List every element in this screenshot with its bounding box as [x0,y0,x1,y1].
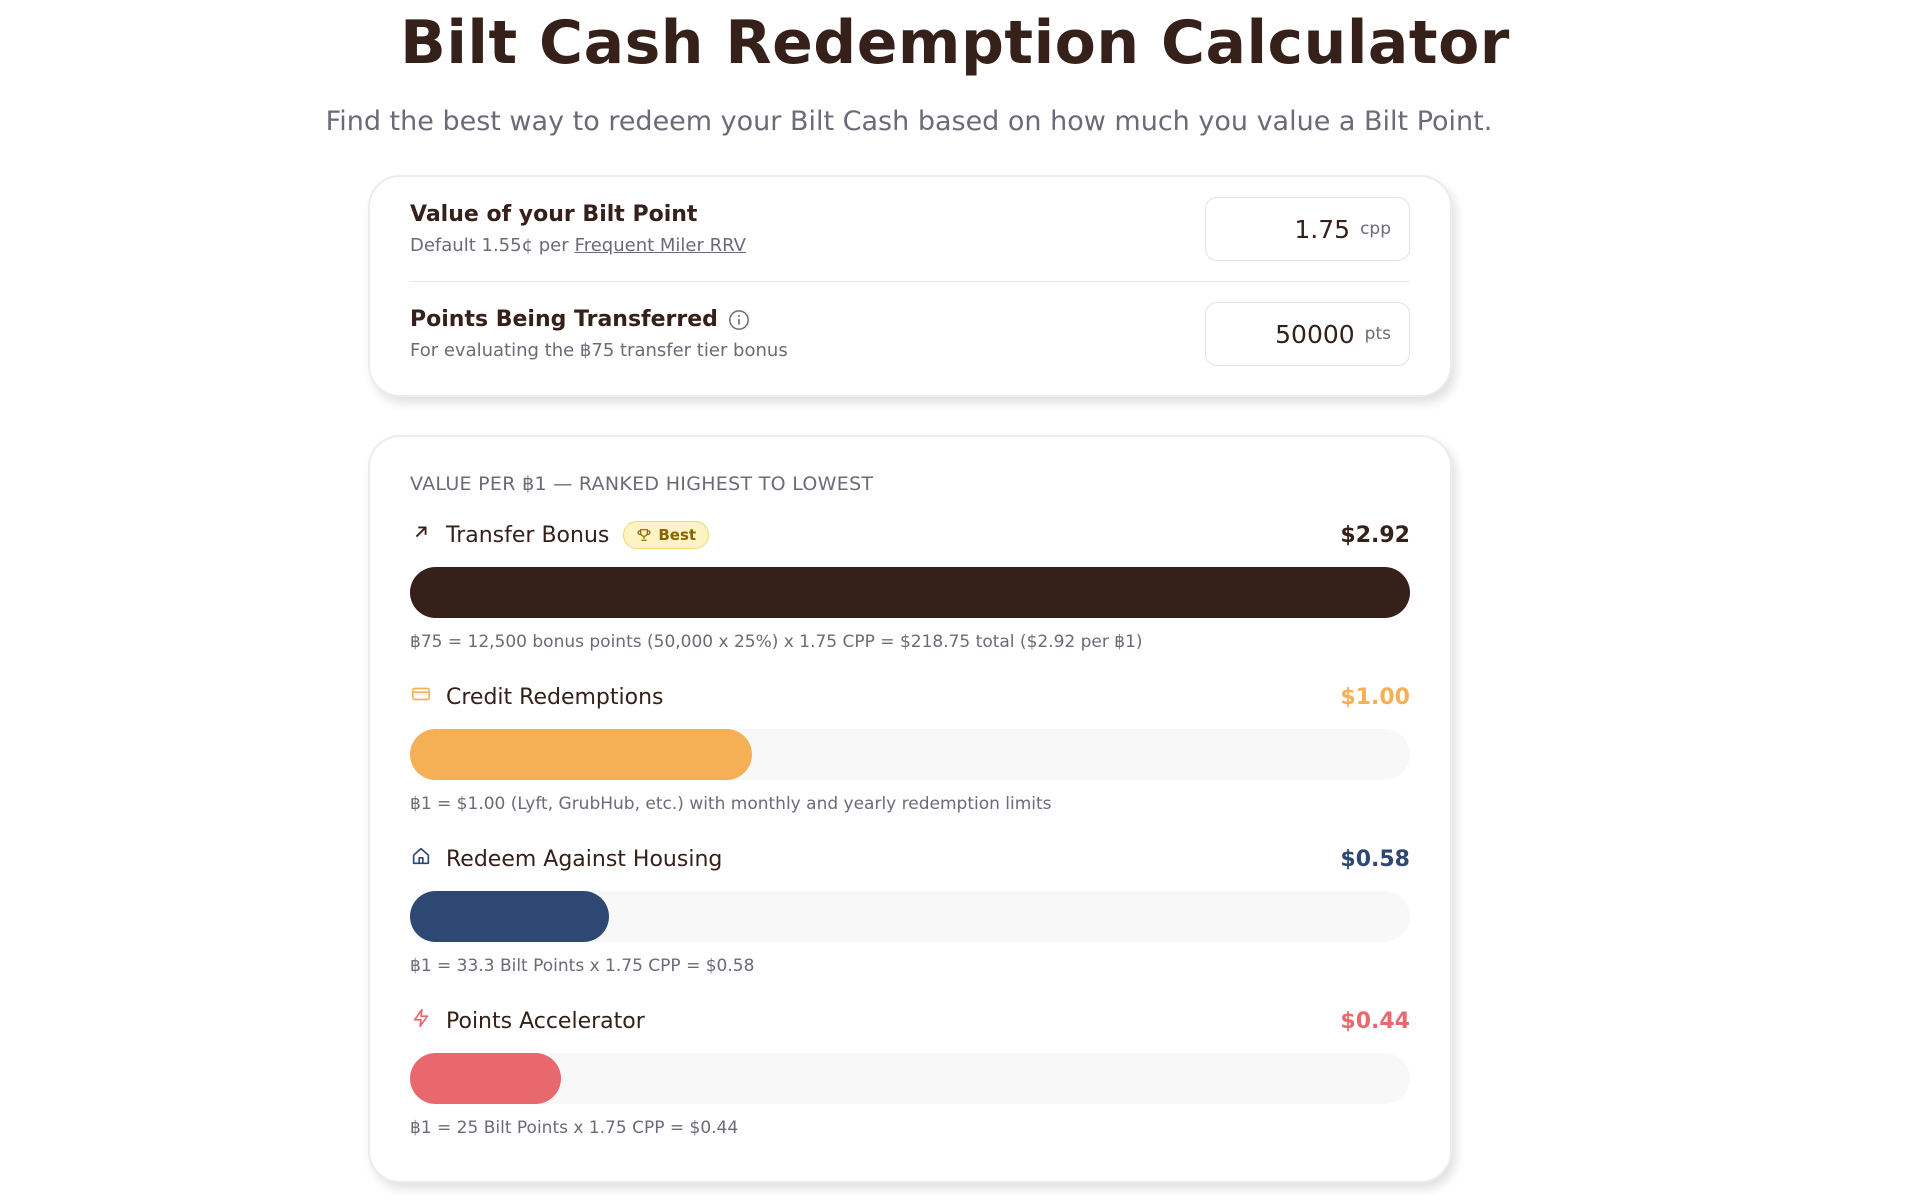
result-item: Redeem Against Housing $0.58 ฿1 = 33.3 Bil… [410,841,1410,1003]
input-row: Points Being Transferred For evaluating … [410,281,1410,386]
item-icon [410,521,432,549]
item-icon [410,845,432,873]
item-header: Credit Redemptions $1.00 [410,679,1410,715]
cpp-input[interactable]: 1.75 cpp [1205,197,1410,261]
rrv-link[interactable]: Frequent Miler RRV [574,235,746,256]
item-name: Redeem Against Housing [446,846,723,872]
result-item: Points Accelerator $0.44 ฿1 = 25 Bilt Poin… [410,1003,1410,1165]
value-bar [410,567,1410,618]
item-header: Redeem Against Housing $0.58 [410,841,1410,877]
item-note: ฿75 = 12,500 bonus points (50,000 x 25%)… [410,632,1143,652]
value-bar [410,729,753,780]
item-note: ฿1 = $1.00 (Lyft, GrubHub, etc.) with mo… [410,794,1052,814]
info-icon[interactable] [728,309,750,331]
result-item: Credit Redemptions $1.00 ฿1 = $1.00 (Lyft,… [410,679,1410,841]
input-note: Default 1.55¢ per Frequent Miler RRV [410,235,746,256]
item-name: Credit Redemptions [446,684,664,710]
bar-track [410,729,1410,780]
badge-text: Best [658,526,697,544]
label-text: Value of your Bilt Point [410,202,698,227]
label-text: Points Being Transferred [410,307,718,332]
input-unit: pts [1364,324,1391,344]
icon [412,847,430,865]
item-value: $0.58 [1340,846,1410,872]
item-title: Transfer Bonus Best [410,521,710,549]
page-title: Bilt Cash Redemption Calculator [400,8,1510,78]
item-icon [410,1007,432,1035]
icon [415,526,427,538]
value-bar [410,1053,561,1104]
input-unit: cpp [1360,219,1391,239]
item-title: Credit Redemptions [410,683,664,711]
note-text: Default 1.55¢ per [410,235,569,256]
points-input[interactable]: 50000 pts [1205,302,1410,366]
results-card: VALUE PER ฿1 — RANKED HIGHEST TO LOWEST … [368,435,1452,1183]
trophy-icon [637,529,651,541]
item-title: Redeem Against Housing [410,845,722,873]
icon [413,1008,429,1028]
input-label: Points Being Transferred [410,307,788,332]
icon [411,687,431,701]
input-value: 50000 [1275,319,1355,349]
result-item: Transfer Bonus Best $2.92 ฿75 = 12,500 bonu… [410,517,1410,679]
item-note: ฿1 = 33.3 Bilt Points x 1.75 CPP = $0.58 [410,956,755,976]
item-icon [410,683,432,711]
bar-track [410,567,1410,618]
input-row: Value of your Bilt Point Default 1.55¢ p… [410,177,1410,281]
item-value: $2.92 [1340,522,1410,548]
item-name: Transfer Bonus [446,522,610,548]
item-name: Points Accelerator [446,1008,645,1034]
subtitle: Find the best way to redeem your Bilt Ca… [325,106,1493,137]
item-title: Points Accelerator [410,1007,645,1035]
item-value: $0.44 [1340,1008,1410,1034]
results-heading: VALUE PER ฿1 — RANKED HIGHEST TO LOWEST [410,473,874,495]
bar-track [410,1053,1410,1104]
input-note: For evaluating the ฿75 transfer tier bon… [410,340,788,361]
best-badge: Best [623,521,710,549]
results-list: Transfer Bonus Best $2.92 ฿75 = 12,500 bonu… [410,517,1410,1165]
item-header: Transfer Bonus Best $2.92 [410,517,1410,553]
item-note: ฿1 = 25 Bilt Points x 1.75 CPP = $0.44 [410,1118,739,1138]
item-header: Points Accelerator $0.44 [410,1003,1410,1039]
item-value: $1.00 [1340,684,1410,710]
bar-track [410,891,1410,942]
value-bar [410,891,609,942]
input-label: Value of your Bilt Point [410,202,746,227]
input-value: 1.75 [1294,214,1351,244]
settings-card: Value of your Bilt Point Default 1.55¢ p… [368,175,1452,397]
